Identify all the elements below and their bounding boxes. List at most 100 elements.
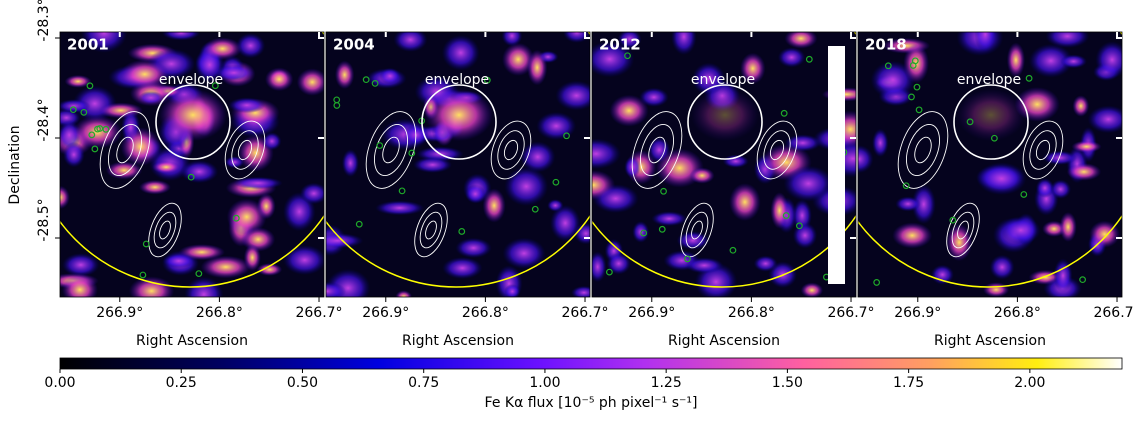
emission <box>502 42 535 76</box>
source-marker <box>80 108 88 116</box>
emission <box>722 154 749 168</box>
y-tick-label: -28.5° <box>36 198 52 241</box>
envelope-label: envelope <box>957 72 1021 88</box>
emission <box>1050 179 1072 199</box>
emission <box>1042 150 1078 165</box>
source-marker <box>86 82 94 90</box>
contour <box>153 211 177 249</box>
emission <box>930 264 954 285</box>
colorbar-label: Fe Kα flux [10⁻⁵ ph pixel⁻¹ s⁻¹] <box>485 395 698 411</box>
contour <box>382 136 400 164</box>
source-marker <box>884 62 892 70</box>
emission <box>592 138 621 170</box>
emission <box>976 162 1027 196</box>
chip-gap <box>828 46 845 284</box>
emission <box>609 94 649 127</box>
source-marker <box>966 118 974 126</box>
x-axis-label: Right Ascension <box>402 333 514 349</box>
panels: envelope 2001 266.9° 266.8° 266.7° Right Asce… <box>36 0 1133 349</box>
emission <box>128 276 175 297</box>
emission <box>729 183 761 221</box>
source-marker <box>1079 276 1087 284</box>
panel-frame <box>857 31 1123 298</box>
contour <box>237 139 253 161</box>
emission <box>563 32 590 43</box>
emission <box>1089 220 1120 248</box>
source-marker <box>458 228 466 235</box>
x-tick-label: 266.8° <box>462 305 509 321</box>
panel-title: 2018 <box>865 36 907 54</box>
yellow-arc <box>326 32 590 288</box>
emission <box>159 89 227 141</box>
emission <box>555 80 590 111</box>
emission <box>770 192 789 229</box>
emission <box>63 141 85 168</box>
x-tick-label: 266.7° <box>561 305 608 321</box>
source-marker <box>195 270 203 278</box>
contour <box>224 120 266 180</box>
emission <box>64 74 92 88</box>
source-marker <box>990 134 998 142</box>
source-marker <box>805 55 813 63</box>
contour <box>1022 120 1064 180</box>
envelope-circle <box>421 84 497 160</box>
panel-title: 2004 <box>333 36 375 54</box>
emission <box>80 32 128 53</box>
emission <box>1059 211 1077 242</box>
contour <box>946 202 980 258</box>
panel-title: 2001 <box>67 36 109 54</box>
source-marker <box>605 268 613 276</box>
emission <box>235 33 266 59</box>
x-tick-label: 266.9° <box>362 305 409 321</box>
contour <box>648 136 666 164</box>
emission <box>685 257 724 274</box>
contour <box>691 220 703 240</box>
colorbar-tick-label: 0.25 <box>166 375 197 391</box>
emission <box>393 32 428 52</box>
emission <box>1071 140 1102 153</box>
emission <box>233 176 283 190</box>
emission <box>326 233 364 249</box>
emission <box>1035 178 1055 198</box>
emission <box>689 167 715 184</box>
emission <box>262 132 282 151</box>
emission <box>152 160 181 174</box>
emission <box>1066 163 1102 181</box>
emission <box>326 281 347 297</box>
colorbar-tick-label: 1.25 <box>651 375 682 391</box>
emission <box>651 211 687 227</box>
emission <box>783 165 834 202</box>
contour <box>897 111 949 189</box>
emission <box>872 128 889 158</box>
emission <box>504 284 521 297</box>
x-tick-label: 266.8° <box>196 305 243 321</box>
emission <box>527 49 548 86</box>
source-marker <box>684 255 691 263</box>
emission <box>784 32 818 49</box>
source-marker <box>371 79 379 87</box>
emission <box>740 52 766 85</box>
emission <box>395 290 412 297</box>
emission <box>974 32 997 53</box>
source-marker <box>88 131 96 139</box>
emission <box>162 253 195 269</box>
source-marker <box>187 173 195 181</box>
emission <box>296 68 324 96</box>
envelope-circle <box>155 84 231 160</box>
emission <box>379 67 401 85</box>
emission <box>870 60 916 99</box>
contour <box>906 123 940 177</box>
emission <box>1072 95 1090 117</box>
source-marker <box>660 187 667 195</box>
emission <box>957 89 1025 141</box>
colorbar-tick-label: 2.00 <box>1014 375 1045 391</box>
emission <box>375 200 425 216</box>
emission <box>639 87 669 107</box>
source-marker <box>640 229 648 237</box>
emission <box>1095 41 1122 79</box>
source-marker <box>949 216 957 224</box>
contour <box>503 139 519 161</box>
emission <box>777 47 806 68</box>
contour <box>108 123 142 177</box>
